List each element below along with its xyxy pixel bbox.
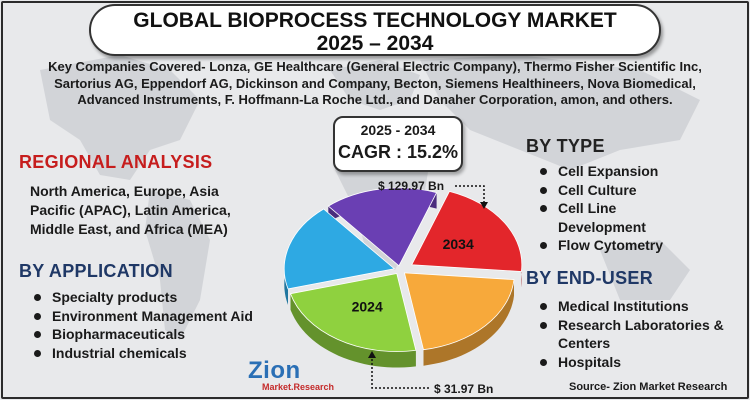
list-item: Research Laboratories &	[536, 316, 746, 335]
type-list: Cell Expansion Cell Culture Cell Line De…	[536, 162, 736, 255]
companies-line: Key Companies Covered- Lonza, GE Healthc…	[48, 59, 702, 74]
list-item: Cell Expansion	[536, 162, 736, 181]
cagr-value: CAGR : 15.2%	[337, 142, 459, 162]
pie-slice-segment-3	[283, 208, 396, 290]
value-label-2024: $ 31.97 Bn	[434, 382, 494, 396]
application-heading: BY APPLICATION	[19, 261, 173, 281]
list-item: Medical Institutions	[536, 297, 746, 316]
pie-slice-2024	[289, 273, 417, 352]
key-companies: Key Companies Covered- Lonza, GE Healthc…	[18, 59, 732, 109]
logo-sub: Market.Research	[262, 382, 335, 392]
pie-slice-side	[423, 279, 514, 366]
list-item: Cell Culture	[536, 181, 736, 200]
end-user-heading: BY END-USER	[526, 268, 653, 288]
companies-line: Advanced Instruments, F. Hoffmann-La Roc…	[77, 92, 673, 107]
source-note: Source- Zion Market Research	[569, 381, 728, 393]
companies-line: Sartorius AG, Eppendorf AG, Dickinson an…	[54, 75, 696, 91]
regional-line: Pacific (APAC), Latin America,	[30, 202, 231, 218]
page-title: GLOBAL BIOPROCESS TECHNOLOGY MARKET	[133, 9, 617, 32]
logo-name: Zion	[248, 357, 301, 384]
page-subtitle: 2025 – 2034	[316, 32, 434, 55]
list-item: Cell Line	[536, 199, 736, 218]
cagr-period: 2025 - 2034	[360, 122, 436, 138]
list-item: Environment Management Aid	[30, 307, 290, 326]
application-list: Specialty products Environment Managemen…	[30, 288, 290, 362]
list-item: Development	[558, 218, 646, 235]
regional-line: Middle East, and Africa (MEA)	[30, 221, 228, 237]
title-banner: GLOBAL BIOPROCESS TECHNOLOGY MARKET 2025…	[89, 4, 661, 56]
type-heading: BY TYPE	[526, 136, 605, 156]
pie-slice-segment-4	[327, 187, 438, 267]
pie-label-2034: 2034	[443, 236, 474, 252]
regional-heading: REGIONAL ANALYSIS	[19, 152, 213, 172]
value-label-2034: $ 129.97 Bn	[378, 179, 445, 193]
list-item: Flow Cytometry	[536, 236, 736, 255]
list-item: Hospitals	[536, 353, 746, 372]
pie-slice-segment-1	[403, 272, 515, 351]
zion-logo: Zion Market.Research	[248, 357, 335, 398]
list-item: Specialty products	[30, 288, 290, 307]
regional-text: North America, Europe, Asia Pacific (APA…	[30, 182, 280, 239]
end-user-list: Medical Institutions Research Laboratori…	[536, 297, 746, 371]
cagr-box: 2025 - 2034 CAGR : 15.2%	[333, 116, 463, 172]
list-item: Industrial chemicals	[30, 344, 290, 363]
list-item: Biopharmaceuticals	[30, 325, 290, 344]
pie-label-2024: 2024	[352, 298, 383, 314]
regional-line: North America, Europe, Asia	[30, 183, 219, 199]
list-item: Centers	[558, 335, 611, 351]
